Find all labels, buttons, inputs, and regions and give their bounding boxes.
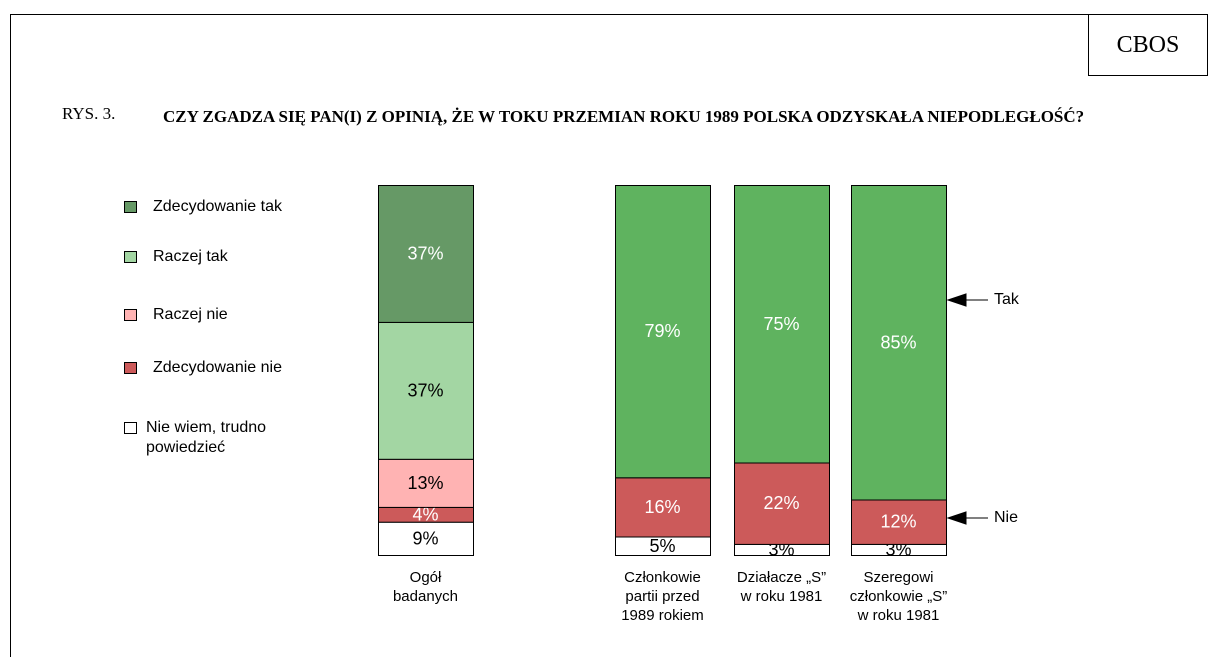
legend-label: Zdecydowanie tak	[153, 198, 282, 215]
annotation: Nie	[994, 509, 1019, 526]
legend-label: Zdecydowanie nie	[153, 359, 282, 376]
x-tick-label: Działacze „S” w roku 1981	[736, 569, 827, 605]
bar-segment	[378, 185, 474, 323]
legend-swatch	[124, 422, 137, 434]
value-label: 22%	[763, 493, 799, 513]
value-label: 12%	[880, 512, 916, 532]
value-label: 4%	[412, 504, 438, 524]
x-tick-label: Członkowie partii przed 1989 rokiem	[621, 569, 704, 624]
annotation: Tak	[994, 291, 1019, 308]
value-label: 5%	[649, 536, 675, 556]
bar-segment	[851, 185, 947, 501]
value-label: 75%	[763, 314, 799, 334]
figure-label: RYS. 3.	[62, 104, 116, 123]
value-label: 9%	[412, 528, 438, 548]
annotation-arrow	[946, 293, 988, 307]
legend-swatch	[124, 201, 137, 213]
x-tick-label: Ogół badanych	[392, 569, 459, 605]
value-label: 13%	[407, 473, 443, 493]
x-tick-label: Szeregowi członkowie „S” w roku 1981	[849, 569, 948, 624]
legend-swatch	[124, 362, 137, 374]
legend-label: Nie wiem, trudno powiedzieć	[146, 419, 267, 456]
bar-segment	[615, 477, 711, 538]
bar-segment	[378, 321, 474, 460]
value-label: 79%	[644, 321, 680, 341]
legend-swatch	[124, 251, 137, 263]
value-label: 85%	[880, 332, 916, 352]
value-label: 37%	[407, 380, 443, 400]
legend-label: Raczej tak	[153, 248, 228, 265]
legend-label: Raczej nie	[153, 306, 228, 323]
value-label: 37%	[407, 243, 443, 263]
bar-segment	[734, 185, 830, 464]
annotation-arrow	[946, 511, 988, 525]
bar-segment	[734, 462, 830, 545]
value-label: 16%	[644, 497, 680, 517]
header: CBOS	[1116, 32, 1180, 58]
legend-swatch	[124, 309, 137, 321]
chart-title: CZY ZGADZA SIĘ PAN(I) Z OPINIĄ, ŻE W TOK…	[163, 107, 1085, 126]
bar-segment	[851, 499, 947, 545]
bar-segment	[615, 185, 711, 479]
bar-segment	[378, 521, 474, 557]
